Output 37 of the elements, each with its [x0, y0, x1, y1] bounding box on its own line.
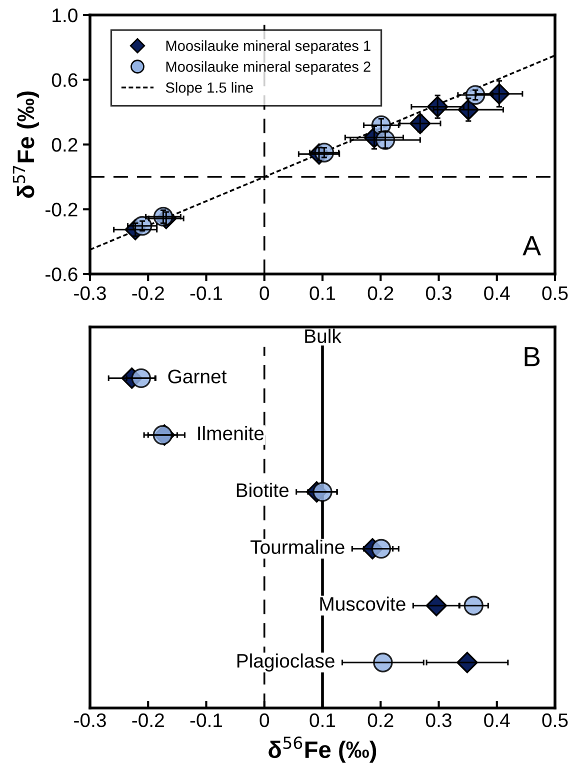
- legend-label: Moosilauke mineral separates 2: [166, 61, 370, 75]
- x-tick-label: -0.3: [74, 286, 106, 300]
- x-tick-label: 0.2: [368, 286, 394, 300]
- ref-line-label: Bulk: [305, 328, 342, 344]
- x-tick-label: 0: [260, 286, 270, 300]
- x-tick-label: 0.2: [368, 713, 394, 728]
- y-tick-label: -0.6: [46, 267, 78, 282]
- y-tick-label: Garnet: [168, 370, 227, 384]
- x-tick-label: 0.1: [310, 713, 336, 728]
- x-tick-label: 0.5: [542, 286, 568, 300]
- x-tick-label: 0.1: [310, 286, 336, 300]
- y-tick-label: 1.0: [52, 8, 78, 22]
- x-tick-label: 0.3: [426, 713, 452, 728]
- x-tick-label: -0.1: [190, 713, 222, 728]
- x-axis-title: δ$^{56}$Fe (‰): [268, 736, 376, 763]
- x-tick-label: 0.5: [542, 713, 568, 728]
- annotation: B: [524, 347, 540, 366]
- y-tick-label: Tourmaline: [250, 540, 344, 554]
- y-tick-label: Biotite: [236, 482, 289, 498]
- y-tick-label: -0.2: [46, 202, 78, 216]
- x-tick-label: 0.4: [484, 713, 510, 728]
- x-tick-label: -0.1: [190, 286, 222, 300]
- x-tick-label: -0.3: [74, 713, 106, 728]
- x-tick-label: -0.2: [132, 713, 164, 728]
- legend-label: Slope 1.5 line: [166, 82, 253, 96]
- y-tick-label: 0.6: [52, 73, 78, 87]
- y-tick-label: Muscovite: [320, 596, 406, 611]
- y-tick-label: Ilmenite: [198, 426, 264, 440]
- x-tick-label: 0.3: [426, 286, 452, 300]
- y-tick-label: 0.2: [52, 138, 78, 152]
- annotation: A: [522, 236, 541, 256]
- x-tick-label: -0.2: [132, 286, 164, 300]
- x-tick-label: 0: [260, 713, 270, 728]
- x-tick-label: 0.4: [484, 286, 510, 300]
- y-axis-title: δ$^{57}$Fe (‰): [12, 92, 39, 198]
- legend-label: Moosilauke mineral separates 1: [166, 40, 370, 54]
- y-tick-label: Plagioclase: [237, 653, 334, 672]
